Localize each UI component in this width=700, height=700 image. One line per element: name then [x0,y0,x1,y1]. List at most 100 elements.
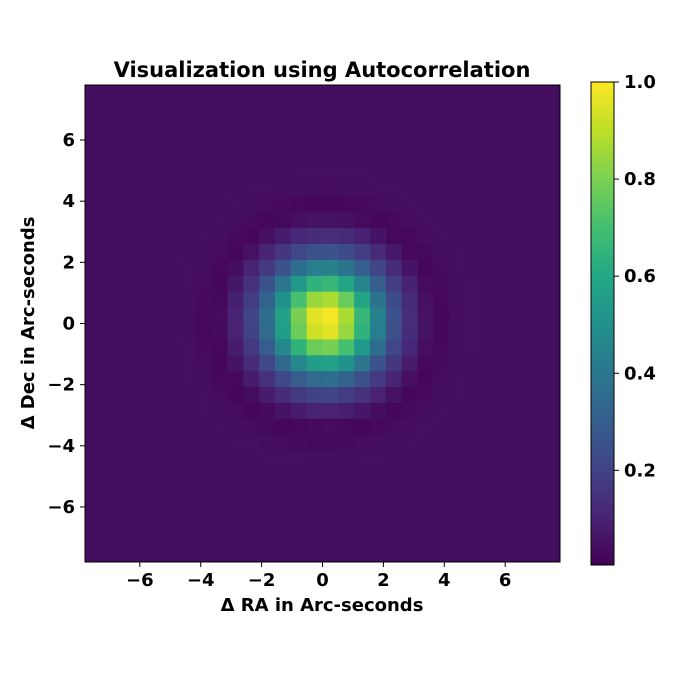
heatmap-cell [433,498,450,515]
heatmap-cell [433,514,450,531]
heatmap-cell [100,339,118,356]
heatmap-cell [544,498,560,515]
heatmap-cell [528,85,545,102]
x-tick-label: −6 [126,570,154,591]
heatmap-cell [560,212,576,229]
heatmap-cell [306,132,324,150]
heatmap-cell [354,355,371,372]
heatmap-cell [100,148,118,166]
heatmap-cell [290,498,308,515]
heatmap-cell [465,307,482,325]
heatmap-cell [195,291,213,309]
heatmap-cell [100,418,118,436]
heatmap-cell [528,212,545,229]
heatmap-cell [259,180,276,197]
heatmap-cell [100,403,118,420]
heatmap-cell [227,450,244,468]
heatmap-cell [512,100,529,118]
heatmap-cell [195,466,213,484]
heatmap-cell [85,244,102,261]
heatmap-cell [417,116,434,134]
heatmap-cell [480,514,498,531]
heatmap-cell [338,355,355,372]
heatmap-cell [243,418,260,436]
heatmap-cell [480,418,498,436]
heatmap-cell [243,116,260,134]
heatmap-cell [528,228,545,245]
heatmap-cell [275,530,292,547]
heatmap-cell [211,116,229,134]
heatmap-cell [275,562,291,579]
heatmap-cell [306,212,324,229]
heatmap-cell [291,562,307,579]
heatmap-cell [290,371,308,388]
heatmap-cell [116,450,134,468]
heatmap-cell [354,371,371,388]
heatmap-cell [227,228,244,245]
heatmap-cell [164,514,181,531]
heatmap-cell [148,418,165,436]
heatmap-cell [243,371,260,388]
heatmap-cell [480,148,498,166]
heatmap-cell [385,228,403,245]
heatmap-cell [290,530,308,547]
heatmap-cell [180,323,197,340]
heatmap-cell [528,562,544,579]
heatmap-cell [401,371,419,388]
heatmap-cell [480,180,498,197]
heatmap-cell [370,339,387,356]
heatmap-cell [322,228,339,245]
heatmap-cell [354,434,371,452]
heatmap-cell [243,403,260,420]
heatmap-cell [195,116,213,134]
heatmap-cell [528,323,545,340]
heatmap-cell [465,498,482,515]
heatmap-cell [512,450,529,468]
heatmap-cell [180,434,197,452]
heatmap-cell [116,180,134,197]
heatmap-cell [275,323,292,340]
heatmap-cell [100,323,118,340]
heatmap-cell [449,546,466,562]
heatmap-cell [401,387,419,404]
heatmap-cell [496,180,514,197]
heatmap-cell [480,307,498,325]
heatmap-cell [180,450,197,468]
heatmap-cell [85,212,102,229]
heatmap-cell [512,498,529,515]
heatmap-cell [512,85,529,102]
heatmap-cell [164,482,181,499]
heatmap-cell [370,307,387,325]
heatmap-cell [354,116,371,134]
heatmap-cell [512,180,529,197]
heatmap-cell [132,434,149,452]
heatmap-cell [449,228,466,245]
heatmap-cell [306,148,324,166]
heatmap-cell [401,164,419,181]
heatmap-cell [116,434,134,452]
heatmap-cell [100,164,118,181]
x-tick-label: 2 [377,570,390,591]
heatmap-cell [417,371,434,388]
heatmap-cell [180,244,197,261]
heatmap-cell [290,546,308,562]
heatmap-cell [164,228,181,245]
heatmap-cell [322,323,339,340]
heatmap-cell [449,466,466,484]
heatmap-cell [100,514,118,531]
heatmap-cell [528,355,545,372]
heatmap-cell [560,339,576,356]
heatmap-cell [496,387,514,404]
colorbar-tick-label: 0.2 [624,460,656,481]
heatmap-cell [401,291,419,309]
heatmap-cell [385,403,403,420]
heatmap-cell [560,101,576,118]
heatmap-cell [211,498,229,515]
heatmap-cell [243,339,260,356]
heatmap-cell [544,403,560,420]
colorbar-tick-label: 0.4 [624,363,656,384]
heatmap-cell [85,228,102,245]
heatmap-cell [195,355,213,372]
heatmap-cell [354,546,371,562]
